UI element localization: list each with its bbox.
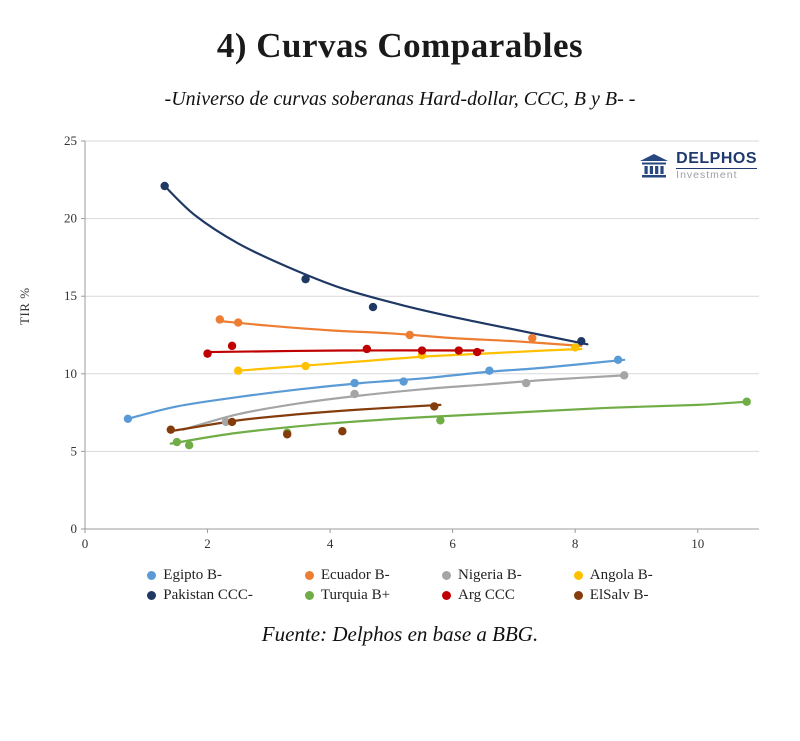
logo-name: DELPHOS bbox=[676, 150, 757, 169]
series-line-egipto-b bbox=[126, 358, 626, 420]
legend-label: Ecuador B- bbox=[320, 567, 390, 583]
legend-marker-icon bbox=[442, 571, 452, 580]
data-point-elsalv-b bbox=[166, 425, 175, 434]
delphos-logo: DELPHOS Investment bbox=[638, 151, 757, 181]
y-tick-label: 0 bbox=[71, 521, 78, 536]
legend-marker-icon bbox=[573, 571, 583, 580]
series-line-arg-ccc bbox=[206, 349, 485, 354]
data-point-ecuador-b bbox=[233, 318, 243, 327]
chart-area: TIR % 0 5 10 15 20 25 0 2 4 6 8 10 DELPHOS Investme… bbox=[15, 125, 785, 604]
x-tick-label: 8 bbox=[572, 536, 579, 551]
series-line-pakistan-ccc bbox=[163, 184, 589, 346]
legend-label: Angola B- bbox=[589, 567, 653, 583]
chart-legend: Egipto B- Ecuador B- Nigeria B- Angola B- Pa… bbox=[15, 567, 785, 604]
legend-item-turquia-b: Turquia B+ bbox=[304, 587, 391, 604]
data-point-nigeria-b bbox=[221, 417, 231, 427]
data-point-egipto-b bbox=[399, 377, 408, 386]
data-point-arg-ccc bbox=[227, 341, 237, 351]
data-point-turquia-b bbox=[172, 437, 182, 447]
data-point-turquia-b bbox=[436, 416, 445, 425]
data-point-pakistan-ccc bbox=[368, 302, 378, 312]
series-line-ecuador-b bbox=[218, 319, 583, 347]
x-tick-label: 2 bbox=[204, 536, 211, 551]
data-point-elsalv-b bbox=[430, 402, 439, 411]
source-note: Fuente: Delphos en base a BBG. bbox=[261, 622, 539, 646]
legend-item-egipto-b: Egipto B- bbox=[147, 567, 253, 584]
data-point-elsalv-b bbox=[338, 427, 347, 436]
data-point-pakistan-ccc bbox=[160, 181, 169, 191]
legend-label: Nigeria B- bbox=[458, 567, 522, 583]
data-point-ecuador-b bbox=[215, 315, 224, 324]
legend-label: Pakistan CCC- bbox=[163, 587, 253, 603]
x-tick-label: 10 bbox=[691, 536, 704, 551]
data-point-ecuador-b bbox=[405, 330, 414, 340]
y-tick-label: 20 bbox=[64, 211, 77, 226]
y-tick-label: 25 bbox=[64, 133, 77, 148]
legend-item-ecuador-b: Ecuador B- bbox=[304, 567, 390, 584]
data-point-egipto-b bbox=[613, 355, 623, 365]
data-point-elsalv-b bbox=[227, 417, 237, 427]
legend-label: Egipto B- bbox=[163, 567, 223, 583]
data-point-nigeria-b bbox=[521, 378, 531, 388]
data-point-egipto-b bbox=[350, 378, 359, 388]
bank-building-icon bbox=[640, 153, 669, 178]
data-point-egipto-b bbox=[123, 414, 133, 424]
data-point-angola-b bbox=[301, 361, 310, 371]
data-point-angola-b bbox=[570, 343, 580, 352]
x-tick-label: 4 bbox=[327, 536, 334, 551]
legend-marker-icon bbox=[304, 571, 314, 580]
legend-label: Arg CCC bbox=[458, 587, 515, 603]
data-point-arg-ccc bbox=[454, 346, 463, 355]
data-point-pakistan-ccc bbox=[301, 274, 310, 284]
data-point-elsalv-b bbox=[283, 430, 292, 439]
legend-marker-icon bbox=[304, 591, 314, 600]
series-line-nigeria-b bbox=[181, 374, 626, 431]
legend-label: ElSalv B- bbox=[589, 587, 649, 603]
data-point-turquia-b bbox=[184, 440, 194, 450]
data-point-pakistan-ccc bbox=[577, 337, 586, 346]
legend-marker-icon bbox=[147, 591, 157, 600]
x-tick-label: 0 bbox=[82, 536, 89, 551]
legend-item-nigeria-b: Nigeria B- bbox=[442, 567, 522, 584]
comparables-scatter-chart: 0 5 10 15 20 25 0 2 4 6 8 10 bbox=[64, 133, 759, 551]
page-title: 4) Curvas Comparables bbox=[216, 26, 584, 65]
y-tick-label: 5 bbox=[71, 443, 78, 458]
y-tick-label: 15 bbox=[64, 288, 77, 303]
chart-subtitle: -Universo de curvas soberanas Hard-dolla… bbox=[164, 88, 636, 110]
data-point-arg-ccc bbox=[472, 347, 482, 357]
series-line-angola-b bbox=[237, 347, 583, 372]
legend-item-angola-b: Angola B- bbox=[573, 567, 653, 584]
x-tick-label: 6 bbox=[449, 536, 456, 551]
legend-marker-icon bbox=[147, 571, 157, 580]
y-tick-label: 10 bbox=[64, 366, 77, 381]
data-point-nigeria-b bbox=[350, 389, 359, 399]
data-point-turquia-b bbox=[742, 397, 751, 406]
y-axis-label: TIR % bbox=[17, 287, 32, 325]
legend-marker-icon bbox=[573, 591, 583, 600]
logo-subtitle: Investment bbox=[676, 169, 738, 181]
legend-marker-icon bbox=[442, 591, 452, 600]
series-line-elsalv-b bbox=[169, 403, 442, 433]
legend-item-pakistan-ccc: Pakistan CCC- bbox=[147, 587, 253, 604]
legend-item-arg-ccc: Arg CCC bbox=[442, 587, 522, 604]
data-point-nigeria-b bbox=[620, 371, 629, 380]
data-point-ecuador-b bbox=[528, 333, 537, 343]
data-point-arg-ccc bbox=[362, 344, 372, 354]
data-point-egipto-b bbox=[485, 366, 494, 375]
data-point-arg-ccc bbox=[203, 349, 212, 358]
legend-label: Turquia B+ bbox=[320, 587, 391, 603]
data-point-arg-ccc bbox=[417, 346, 427, 355]
legend-item-elsalv-b: ElSalv B- bbox=[573, 587, 653, 604]
data-point-angola-b bbox=[233, 366, 243, 375]
series-line-turquia-b bbox=[169, 400, 748, 445]
